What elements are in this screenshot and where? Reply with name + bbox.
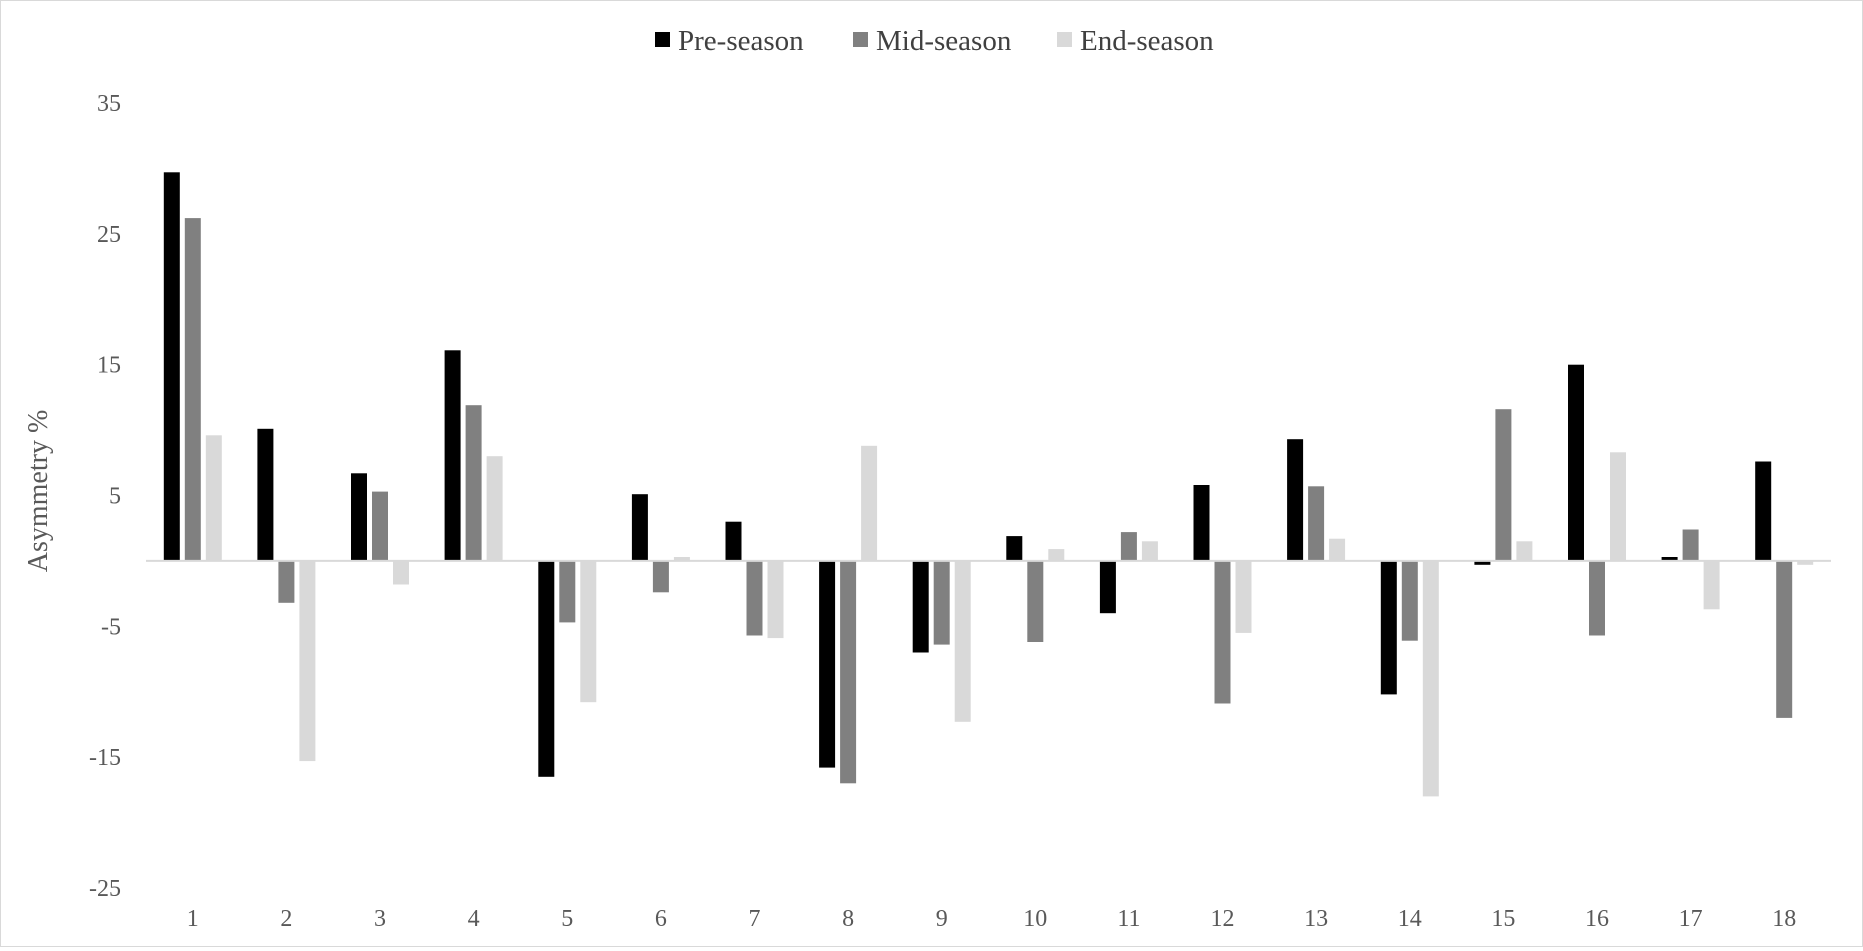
bar-mid-season-7 (746, 560, 763, 636)
bar-end-season-8 (861, 445, 878, 561)
y-tick-label: 35 (97, 91, 121, 117)
bar-pre-season-13 (1287, 439, 1304, 561)
bar-mid-season-3 (372, 491, 388, 561)
bar-pre-season-15 (1474, 560, 1491, 565)
bar-mid-season-12 (1214, 560, 1231, 704)
bar-pre-season-8 (819, 560, 836, 768)
legend-label: Pre-season (678, 25, 804, 57)
bar-mid-season-5 (559, 560, 576, 623)
x-tick-label: 9 (936, 906, 948, 932)
bar-mid-season-13 (1308, 486, 1325, 561)
bar-mid-season-17 (1682, 529, 1699, 561)
x-tick-label: 10 (1023, 906, 1047, 932)
x-tick-label: 12 (1211, 906, 1235, 932)
x-axis-ticks: 1 2 3 4 5 6 7 8 9 10 11 12 13 14 15 16 17 18 (187, 906, 1796, 932)
bar-pre-season-2 (257, 428, 274, 561)
legend-label: End-season (1080, 25, 1214, 57)
bar-pre-season-1 (163, 172, 180, 561)
bar-mid-season-11 (1120, 532, 1137, 561)
x-tick-label: 14 (1398, 906, 1422, 932)
bar-pre-season-18 (1755, 461, 1772, 561)
bar-mid-season-18 (1776, 560, 1793, 718)
bar-end-season-6 (673, 557, 690, 561)
bar-mid-season-2 (278, 560, 295, 603)
bar-pre-season-4 (444, 350, 461, 561)
bar-pre-season-6 (631, 494, 648, 561)
bar-end-season-11 (1141, 541, 1158, 561)
bar-pre-season-9 (912, 560, 929, 653)
x-tick-label: 4 (468, 906, 480, 932)
x-tick-label: 11 (1117, 906, 1140, 932)
x-tick-label: 6 (655, 906, 667, 932)
bar-end-season-18 (1797, 560, 1814, 565)
bar-mid-season-8 (840, 560, 857, 784)
legend-label: Mid-season (876, 25, 1012, 57)
x-tick-label: 17 (1679, 906, 1703, 932)
x-tick-label: 1 (187, 906, 199, 932)
x-tick-label: 15 (1491, 906, 1515, 932)
bar-end-season-14 (1422, 560, 1439, 797)
bar-end-season-3 (393, 560, 409, 585)
y-tick-label: -25 (89, 876, 121, 902)
bar-pre-season-3 (351, 473, 367, 561)
bar-end-season-16 (1610, 452, 1626, 561)
bar-mid-season-15 (1495, 409, 1512, 561)
bar-end-season-5 (580, 560, 597, 703)
y-tick-label: 25 (97, 222, 121, 248)
y-tick-label: -15 (89, 745, 121, 771)
bar-end-season-13 (1329, 538, 1346, 561)
bar-pre-season-7 (725, 521, 742, 561)
bar-pre-season-11 (1099, 560, 1116, 614)
bar-pre-season-5 (538, 560, 555, 777)
bar-mid-season-1 (184, 218, 201, 561)
bar-mid-season-16 (1589, 560, 1605, 636)
bar-end-season-10 (1048, 549, 1065, 561)
bar-end-season-1 (205, 435, 222, 561)
y-tick-label: 5 (109, 484, 121, 510)
legend: Pre-season Mid-season End-season (655, 25, 1214, 57)
y-axis-ticks: 35 25 15 5 -5 -15 -25 (89, 91, 121, 902)
bar-end-season-4 (486, 456, 503, 561)
bar-mid-season-9 (933, 560, 950, 645)
y-tick-label: 15 (97, 353, 121, 379)
bar-mid-season-4 (465, 405, 482, 561)
bar-end-season-7 (767, 560, 784, 639)
bar-pre-season-10 (1006, 536, 1023, 561)
bar-end-season-17 (1703, 560, 1720, 610)
legend-swatch-pre-season (655, 32, 670, 47)
x-tick-label: 7 (749, 906, 761, 932)
bar-pre-season-17 (1661, 557, 1678, 561)
x-tick-label: 18 (1772, 906, 1796, 932)
x-tick-label: 2 (280, 906, 292, 932)
bar-end-season-9 (954, 560, 971, 722)
x-tick-label: 13 (1304, 906, 1328, 932)
legend-swatch-end-season (1057, 32, 1072, 47)
bars (163, 172, 1814, 797)
legend-swatch-mid-season (853, 32, 868, 47)
x-tick-label: 3 (374, 906, 386, 932)
bar-pre-season-14 (1380, 560, 1397, 695)
bar-pre-season-16 (1568, 364, 1584, 561)
bar-end-season-2 (299, 560, 316, 762)
bar-end-season-15 (1516, 541, 1533, 561)
bar-mid-season-6 (652, 560, 669, 593)
bar-mid-season-10 (1027, 560, 1044, 642)
bar-end-season-12 (1235, 560, 1252, 633)
x-tick-label: 16 (1585, 906, 1609, 932)
bar-pre-season-12 (1193, 485, 1210, 561)
x-tick-label: 8 (842, 906, 854, 932)
y-tick-label: -5 (101, 614, 121, 640)
y-axis-title: Asymmetry % (23, 410, 54, 573)
bar-mid-season-14 (1401, 560, 1418, 641)
x-tick-label: 5 (561, 906, 573, 932)
